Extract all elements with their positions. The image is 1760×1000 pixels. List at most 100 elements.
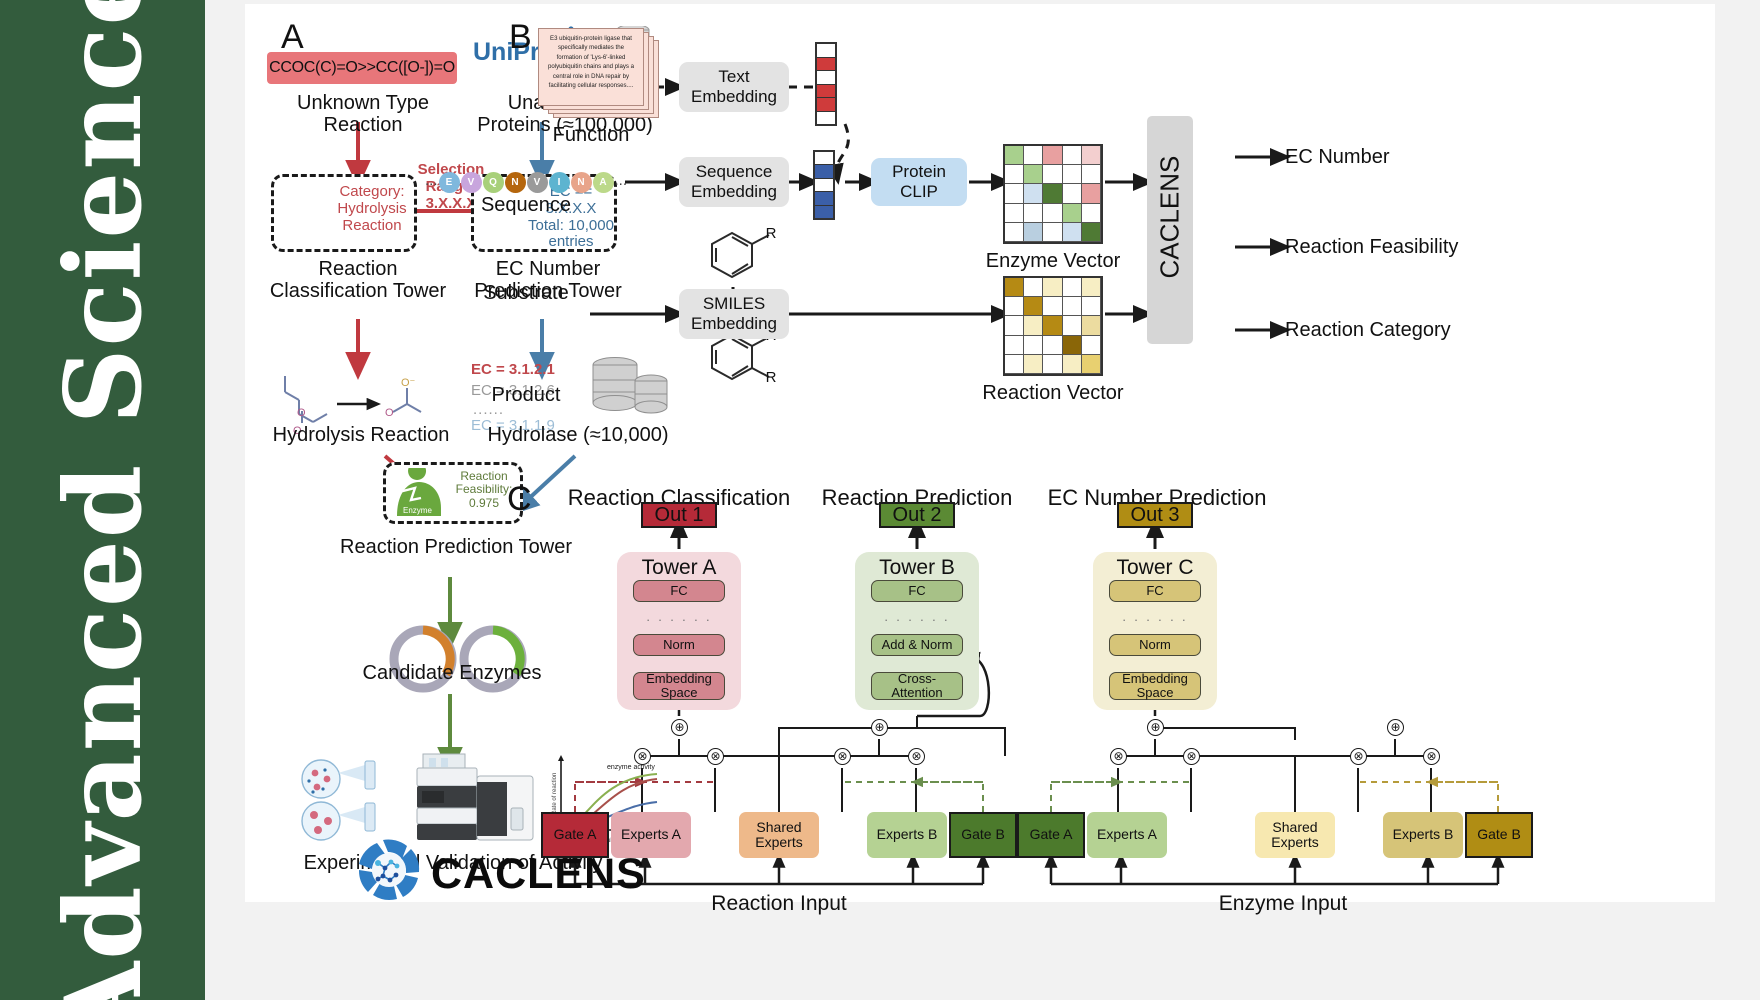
sequence-vector-cell-2 [815, 178, 833, 193]
sequence-vector-cell-1 [815, 165, 833, 179]
reaction-matrix-cell-3-4 [1081, 335, 1101, 355]
enzyme-matrix-cell-2-1 [1024, 184, 1044, 204]
product-r2-label: R [765, 369, 777, 386]
enzyme-vector-label: Enzyme Vector [985, 250, 1121, 272]
tower-c-title: Tower C [1116, 556, 1194, 579]
sequence-vector-cell-4 [815, 205, 833, 219]
reaction-matrix-cell-4-4 [1081, 354, 1101, 374]
reaction-classification-box [271, 174, 417, 252]
reaction-experts-a: Experts A [611, 812, 691, 858]
svg-text:Enzyme: Enzyme [403, 506, 432, 515]
enzyme-matrix-cell-1-2 [1043, 165, 1063, 185]
product-benzene-icon [711, 333, 770, 381]
reaction-matrix-cell-3-0 [1005, 335, 1025, 355]
text-vector-cell-5 [817, 111, 835, 124]
out-2-box: Out 2 [879, 502, 955, 528]
reaction-matrix-cell-2-2 [1043, 316, 1063, 336]
unknown-reaction-label: Unknown Type Reaction [297, 92, 429, 137]
sequence-embedding-box: Sequence Embedding [679, 157, 789, 207]
aa-bead-2: Q [482, 171, 504, 193]
enzyme-matrix-cell-0-4 [1081, 146, 1101, 166]
caclens-module-bar [1147, 116, 1193, 344]
panel-c-letter: C [507, 480, 532, 518]
reaction-matrix-cell-1-4 [1081, 297, 1101, 317]
aa-bead-4: V [526, 171, 548, 193]
output-reaction-category: Reaction Category [1285, 319, 1451, 341]
text-vector-strip [815, 42, 837, 126]
category-text: Category: Hydrolysis Reaction [337, 183, 407, 234]
times-operator-8: ⊗ [1423, 748, 1440, 765]
journal-title: Advanced Science [40, 0, 165, 1000]
text-vector-cell-4 [817, 98, 835, 112]
gate-b-dashed-enzyme [1426, 776, 1499, 812]
sequence-beads: ... E V Q N V I N A ... [425, 167, 627, 197]
plus-operator-a: ⊕ [671, 719, 688, 736]
figure-canvas: O O O⁻ O [205, 0, 1760, 1000]
reaction-matrix-cell-1-3 [1062, 297, 1082, 317]
times-operator-2: ⊗ [707, 748, 724, 765]
reaction-matrix-cell-2-4 [1081, 316, 1101, 336]
reaction-matrix-cell-0-1 [1024, 278, 1044, 298]
aa-bead-7: A [592, 171, 614, 193]
enzyme-experts-a: Experts A [1087, 812, 1167, 858]
tower-b-block-fc: FC [871, 580, 963, 602]
reaction-experts-b: Experts B [867, 812, 947, 858]
reaction-matrix-cell-1-2 [1043, 297, 1063, 317]
svg-text:O: O [297, 407, 306, 419]
function-label: Function [552, 124, 630, 146]
plus-operator-c: ⊕ [1147, 719, 1164, 736]
smiles-reaction-chip: CCOC(C)=O>>CC([O-])=O [267, 52, 457, 84]
tower-a-block-fc: FC [633, 580, 725, 602]
sequence-vector-strip [813, 150, 835, 220]
sequence-vector-cell-0 [815, 152, 833, 166]
substrate-label: Substrate [483, 282, 569, 304]
sequence-ellipsis-left: ... [425, 171, 438, 189]
prediction-tower-label: Reaction Prediction Tower [340, 536, 572, 558]
hplc-instrument-icon [416, 753, 534, 841]
gate-b-dashed-reaction [911, 776, 984, 812]
reaction-matrix-cell-0-2 [1043, 278, 1063, 298]
tower-c-dots: · · · · · · [1121, 612, 1189, 627]
reaction-matrix-cell-4-1 [1024, 354, 1044, 374]
reaction-matrix-cell-0-4 [1081, 278, 1101, 298]
function-card-text: E3 ubiquitin-protein ligase that specifi… [547, 35, 635, 90]
enzyme-matrix-cell-4-3 [1062, 222, 1082, 242]
times-operator-4: ⊗ [908, 748, 925, 765]
sequence-label: Sequence [480, 194, 572, 216]
tower-a-block-norm: Norm [633, 634, 725, 656]
tower-b-title: Tower B [879, 556, 955, 579]
caclens-lens-logo-icon [358, 839, 420, 900]
enzyme-matrix-cell-2-0 [1005, 184, 1025, 204]
tower-a-dots: · · · · · · [645, 612, 713, 627]
enzyme-gate-b: Gate B [1465, 812, 1533, 858]
plus-operator-b: ⊕ [871, 719, 888, 736]
reaction-matrix-cell-4-3 [1062, 354, 1082, 374]
reaction-gate-a: Gate A [541, 812, 609, 858]
aa-bead-1: V [460, 171, 482, 193]
panel-a-letter: A [281, 18, 304, 56]
substrate-r-label: R [765, 225, 777, 242]
enzyme-matrix-cell-1-0 [1005, 165, 1025, 185]
reaction-gate-b: Gate B [949, 812, 1017, 858]
times-operator-5: ⊗ [1110, 748, 1127, 765]
enzyme-matrix-cell-2-4 [1081, 184, 1101, 204]
tower-c-block-fc: FC [1109, 580, 1201, 602]
out-1-box: Out 1 [641, 502, 717, 528]
enzyme-input-label: Enzyme Input [1218, 892, 1348, 915]
output-reaction-feasibility: Reaction Feasibility [1285, 236, 1459, 258]
aa-bead-3: N [504, 171, 526, 193]
times-operator-7: ⊗ [1350, 748, 1367, 765]
protein-clip-box: Protein CLIP [871, 158, 967, 206]
text-vector-cell-2 [817, 71, 835, 85]
substrate-benzene-icon [711, 231, 770, 279]
reaction-matrix-cell-2-1 [1024, 316, 1044, 336]
caclens-module-label: CACLENS [1154, 155, 1185, 279]
caclens-wordmark: CACLENS [431, 850, 646, 898]
enzyme-matrix-cell-2-2 [1043, 184, 1063, 204]
aa-bead-6: N [570, 171, 592, 193]
svg-text:Rate of reaction: Rate of reaction [552, 773, 558, 815]
enzyme-matrix-cell-3-4 [1081, 203, 1101, 223]
product-label: Product [491, 384, 561, 406]
tower-c-block-norm: Norm [1109, 634, 1201, 656]
reaction-matrix-cell-0-3 [1062, 278, 1082, 298]
